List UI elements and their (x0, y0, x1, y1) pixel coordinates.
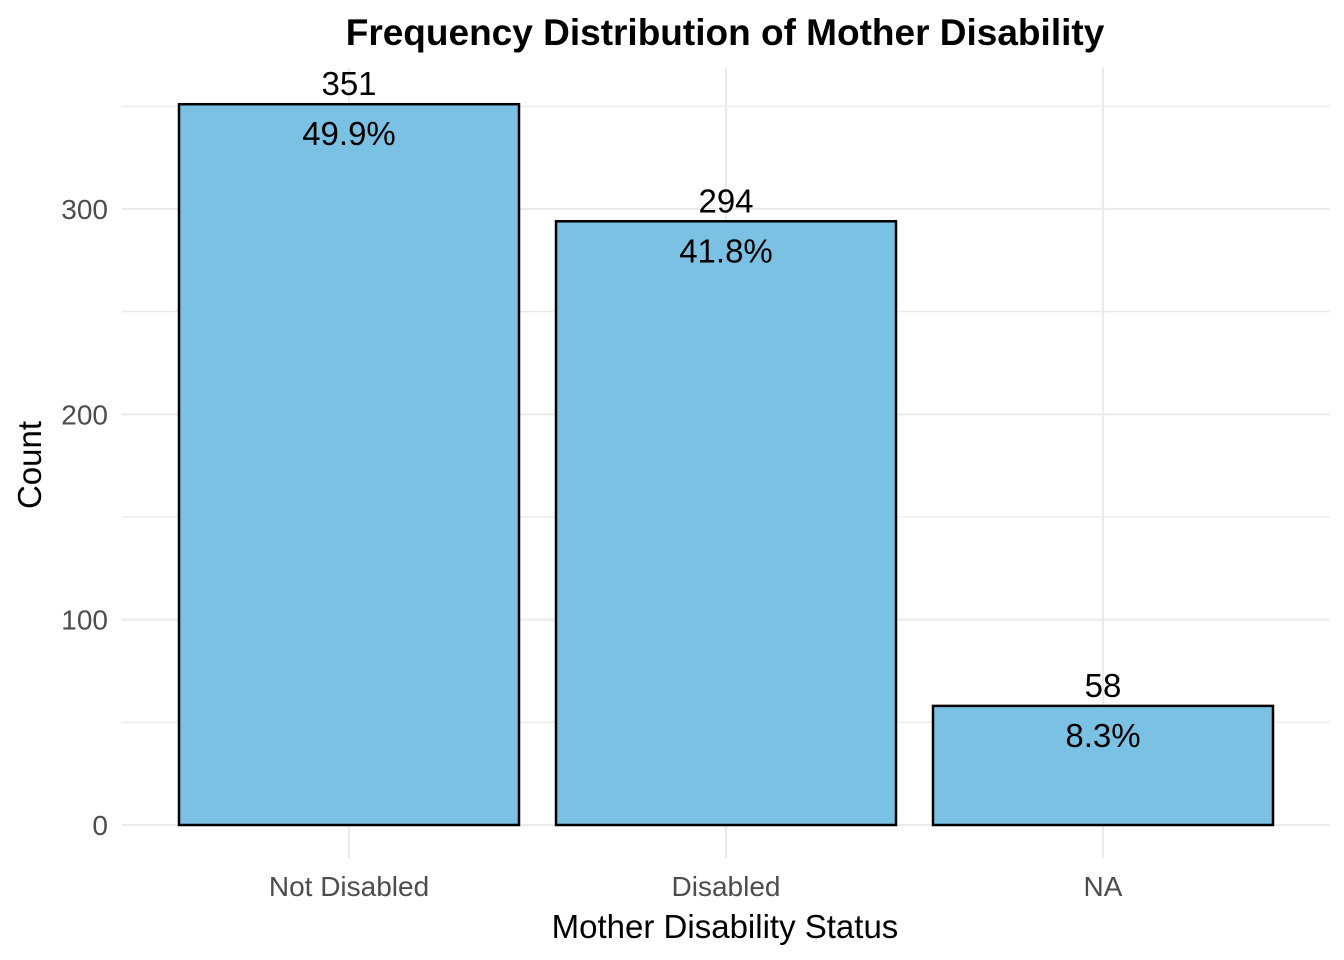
bars (177, 102, 1275, 827)
axis-ticks: 0 100 200 300 Not Disabled Disabled NA (61, 194, 1122, 902)
chart-title: Frequency Distribution of Mother Disabil… (346, 12, 1105, 53)
bar-count-label: 294 (698, 182, 753, 219)
x-tick-label: NA (1084, 871, 1123, 902)
bar-count-label: 351 (321, 65, 376, 102)
bar (177, 102, 521, 827)
x-axis-title: Mother Disability Status (552, 908, 899, 945)
bar-percent-label: 8.3% (1065, 717, 1140, 754)
y-tick-label: 300 (61, 194, 108, 225)
bar-percent-label: 49.9% (302, 115, 396, 152)
bar (931, 704, 1275, 827)
bar (554, 220, 898, 827)
y-axis-title: Count (11, 421, 48, 509)
x-tick-label: Not Disabled (269, 871, 429, 902)
y-tick-label: 100 (61, 605, 108, 636)
data-labels: 351 49.9% 294 41.8% 58 8.3% (302, 65, 1140, 754)
x-tick-label: Disabled (672, 871, 781, 902)
bar-percent-label: 41.8% (679, 232, 773, 269)
y-tick-label: 200 (61, 399, 108, 430)
y-tick-label: 0 (92, 810, 108, 841)
bar-count-label: 58 (1085, 667, 1122, 704)
